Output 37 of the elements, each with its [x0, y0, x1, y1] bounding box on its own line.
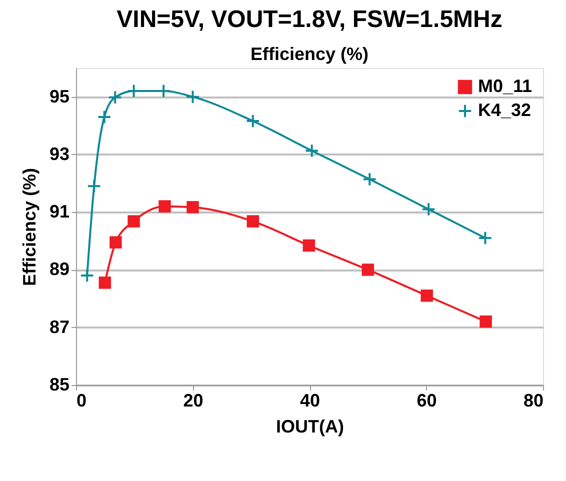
point — [86, 179, 102, 194]
y-tick-label: 89 — [49, 259, 70, 280]
point — [186, 90, 200, 104]
point — [246, 215, 259, 228]
point — [110, 236, 122, 248]
point — [420, 290, 433, 302]
point — [158, 200, 171, 212]
x-tick-label: 60 — [416, 390, 437, 410]
y-tick-label: 85 — [49, 374, 70, 394]
point — [362, 264, 374, 276]
point — [304, 144, 319, 158]
x-tick-label: 40 — [300, 390, 320, 410]
y-tick-label: 95 — [49, 86, 70, 106]
point — [302, 239, 316, 252]
y-tick-label: 87 — [49, 316, 70, 337]
legend-label: M0_11 — [478, 76, 532, 96]
point — [98, 276, 112, 289]
point — [97, 110, 112, 124]
x-tick-label: 80 — [523, 390, 544, 410]
point — [108, 90, 122, 105]
chart-subtitle: Efficiency (%) — [250, 44, 369, 64]
point — [478, 230, 492, 246]
x-tick-label: 0 — [76, 390, 87, 410]
y-tick-label: 93 — [49, 144, 70, 164]
x-tick-label: 20 — [183, 390, 204, 410]
point — [128, 215, 140, 228]
point — [186, 201, 199, 214]
y-axis-title: Efficiency (%) — [19, 168, 40, 286]
x-axis-title: IOUT(A) — [276, 416, 344, 436]
point — [362, 172, 377, 186]
y-tick-label: 91 — [49, 202, 70, 222]
chart-title: VIN=5V, VOUT=1.8V, FSW=1.5MHz — [116, 6, 502, 33]
point — [80, 268, 94, 283]
point — [421, 202, 436, 216]
point — [246, 114, 260, 128]
legend-label: K4_32 — [478, 100, 532, 120]
point — [480, 315, 492, 328]
